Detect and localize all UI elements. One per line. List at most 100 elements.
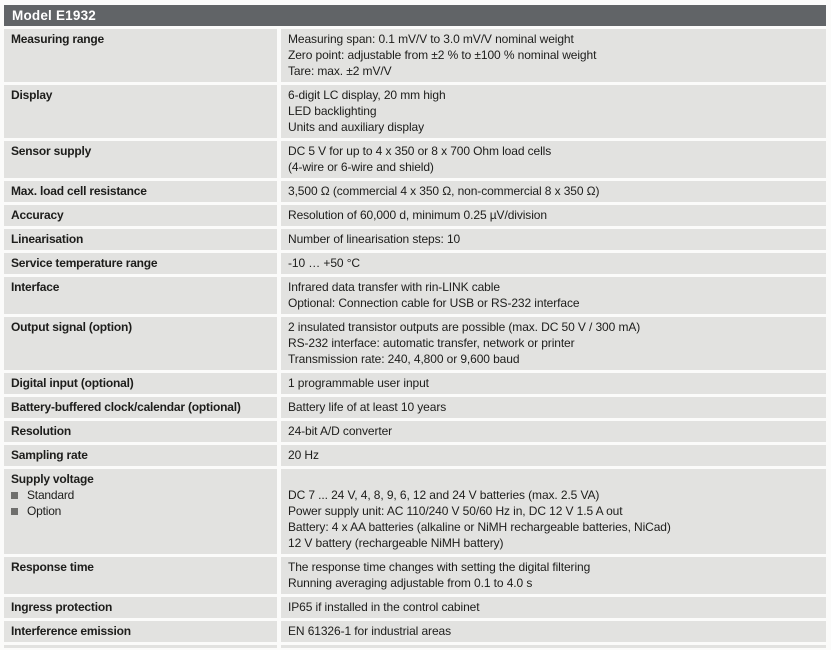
spec-value-cell: Infrared data transfer with rin-LINK cab… xyxy=(281,277,826,314)
spec-row: Measuring range Measuring span: 0.1 mV/V… xyxy=(4,29,826,82)
bullet-square-icon xyxy=(11,491,18,499)
spec-label-cell: Response time xyxy=(4,557,277,594)
spec-value-cell: 2 insulated transistor outputs are possi… xyxy=(281,317,826,370)
spec-label: Interface xyxy=(11,280,60,294)
spec-value-line: Measuring span: 0.1 mV/V to 3.0 mV/V nom… xyxy=(288,32,574,46)
spec-row: Digital input (optional) 1 programmable … xyxy=(4,373,826,394)
spec-value-line: 3,500 Ω (commercial 4 x 350 Ω, non-comme… xyxy=(288,184,600,198)
spec-label-cell: Accuracy xyxy=(4,205,277,226)
spec-value-line: DC 5 V for up to 4 x 350 or 8 x 700 Ohm … xyxy=(288,144,552,158)
spec-label: Measuring range xyxy=(11,32,105,46)
spec-row: Output signal (option) 2 insulated trans… xyxy=(4,317,826,370)
spec-value-line: RS-232 interface: automatic transfer, ne… xyxy=(288,336,575,350)
spec-label: Resolution xyxy=(11,424,71,438)
spec-value-line: 24-bit A/D converter xyxy=(288,424,393,438)
spec-label: Battery-buffered clock/calendar (optiona… xyxy=(11,400,241,414)
spec-value-cell: 3,500 Ω (commercial 4 x 350 Ω, non-comme… xyxy=(281,181,826,202)
spec-value-line: Zero point: adjustable from ±2 % to ±100… xyxy=(288,48,597,62)
spec-value-line: (4-wire or 6-wire and shield) xyxy=(288,160,434,174)
spec-value-cell: IP65 if installed in the control cabinet xyxy=(281,597,826,618)
truncated-row-value-cell xyxy=(281,645,826,648)
spec-sub-item-label: Standard xyxy=(27,488,75,502)
spec-value-line: Infrared data transfer with rin-LINK cab… xyxy=(288,280,500,294)
truncated-row xyxy=(4,645,826,648)
spec-value-line: Battery life of at least 10 years xyxy=(288,400,447,414)
spec-row: Service temperature range -10 … +50 °C xyxy=(4,253,826,274)
spec-row: Linearisation Number of linearisation st… xyxy=(4,229,826,250)
spec-value-line: Running averaging adjustable from 0.1 to… xyxy=(288,576,533,590)
spec-label: Digital input (optional) xyxy=(11,376,134,390)
spec-label-cell: Sampling rate xyxy=(4,445,277,466)
spec-label-cell: Linearisation xyxy=(4,229,277,250)
spec-label-cell: Battery-buffered clock/calendar (optiona… xyxy=(4,397,277,418)
spec-value-line: 6-digit LC display, 20 mm high xyxy=(288,88,446,102)
spec-label-cell: Display xyxy=(4,85,277,138)
spec-value-line: Power supply unit: AC 110/240 V 50/60 Hz… xyxy=(288,504,623,518)
spec-label-cell: Service temperature range xyxy=(4,253,277,274)
spec-label-cell: Sensor supply xyxy=(4,141,277,178)
spec-value-cell: Measuring span: 0.1 mV/V to 3.0 mV/V nom… xyxy=(281,29,826,82)
spec-label: Max. load cell resistance xyxy=(11,184,147,198)
spec-sub-item-label: Option xyxy=(27,504,62,518)
spec-value-line: Resolution of 60,000 d, minimum 0.25 µV/… xyxy=(288,208,547,222)
spec-value-cell: DC 7 ... 24 V, 4, 8, 9, 6, 12 and 24 V b… xyxy=(281,469,826,554)
spec-label-cell: Ingress protection xyxy=(4,597,277,618)
spec-value-cell: 6-digit LC display, 20 mm high LED backli… xyxy=(281,85,826,138)
spec-label: Interference emission xyxy=(11,624,131,638)
spec-value-line: DC 7 ... 24 V, 4, 8, 9, 6, 12 and 24 V b… xyxy=(288,488,600,502)
spec-value-line: 12 V battery (rechargeable NiMH battery) xyxy=(288,536,504,550)
spec-value-line: Units and auxiliary display xyxy=(288,120,425,134)
model-title: Model E1932 xyxy=(12,8,96,23)
spec-value-cell: Number of linearisation steps: 10 xyxy=(281,229,826,250)
spec-row: Ingress protection IP65 if installed in … xyxy=(4,597,826,618)
spec-value-line: 1 programmable user input xyxy=(288,376,429,390)
spec-value-line: 2 insulated transistor outputs are possi… xyxy=(288,320,641,334)
spec-label: Sensor supply xyxy=(11,144,92,158)
spec-value-line xyxy=(288,471,818,487)
spec-row: Accuracy Resolution of 60,000 d, minimum… xyxy=(4,205,826,226)
spec-label: Ingress protection xyxy=(11,600,113,614)
spec-value-cell: DC 5 V for up to 4 x 350 or 8 x 700 Ohm … xyxy=(281,141,826,178)
spec-value-line: Tare: max. ±2 mV/V xyxy=(288,64,392,78)
spec-sub-item: Standard xyxy=(11,487,269,503)
spec-value-line: EN 61326-1 for industrial areas xyxy=(288,624,451,638)
spec-label: Accuracy xyxy=(11,208,64,222)
spec-value-line: Battery: 4 x AA batteries (alkaline or N… xyxy=(288,520,671,534)
model-header-bar: Model E1932 xyxy=(4,5,826,26)
spec-value-line: Optional: Connection cable for USB or RS… xyxy=(288,296,580,310)
spec-value-cell: Resolution of 60,000 d, minimum 0.25 µV/… xyxy=(281,205,826,226)
spec-label: Service temperature range xyxy=(11,256,158,270)
spec-label-cell: Interface xyxy=(4,277,277,314)
spec-value-cell: 1 programmable user input xyxy=(281,373,826,394)
spec-row: Interface Infrared data transfer with ri… xyxy=(4,277,826,314)
spec-value-line: IP65 if installed in the control cabinet xyxy=(288,600,480,614)
spec-label-cell: Interference emission xyxy=(4,621,277,642)
spec-label-cell: Resolution xyxy=(4,421,277,442)
spec-row: Sensor supply DC 5 V for up to 4 x 350 o… xyxy=(4,141,826,178)
spec-sub-item: Option xyxy=(11,503,269,519)
spec-value-line: The response time changes with setting t… xyxy=(288,560,591,574)
spec-label-cell: Max. load cell resistance xyxy=(4,181,277,202)
spec-label: Sampling rate xyxy=(11,448,88,462)
spec-label: Linearisation xyxy=(11,232,84,246)
spec-value-line: LED backlighting xyxy=(288,104,377,118)
spec-label: Response time xyxy=(11,560,94,574)
spec-label: Supply voltage xyxy=(11,472,94,486)
spec-row: Interference emission EN 61326-1 for ind… xyxy=(4,621,826,642)
spec-row: Display 6-digit LC display, 20 mm high LE… xyxy=(4,85,826,138)
spec-value-line: 20 Hz xyxy=(288,448,319,462)
spec-label-cell: Supply voltage Standard Option xyxy=(4,469,277,554)
spec-row: Sampling rate 20 Hz xyxy=(4,445,826,466)
truncated-row-label-cell xyxy=(4,645,277,648)
spec-value-line: Number of linearisation steps: 10 xyxy=(288,232,461,246)
spec-table: Measuring range Measuring span: 0.1 mV/V… xyxy=(4,29,826,642)
spec-value-cell: The response time changes with setting t… xyxy=(281,557,826,594)
spec-label: Display xyxy=(11,88,53,102)
spec-value-line: Transmission rate: 240, 4,800 or 9,600 b… xyxy=(288,352,520,366)
spec-label-cell: Output signal (option) xyxy=(4,317,277,370)
spec-value-cell: 24-bit A/D converter xyxy=(281,421,826,442)
spec-value-cell: -10 … +50 °C xyxy=(281,253,826,274)
spec-row: Battery-buffered clock/calendar (optiona… xyxy=(4,397,826,418)
spec-row: Max. load cell resistance 3,500 Ω (comme… xyxy=(4,181,826,202)
